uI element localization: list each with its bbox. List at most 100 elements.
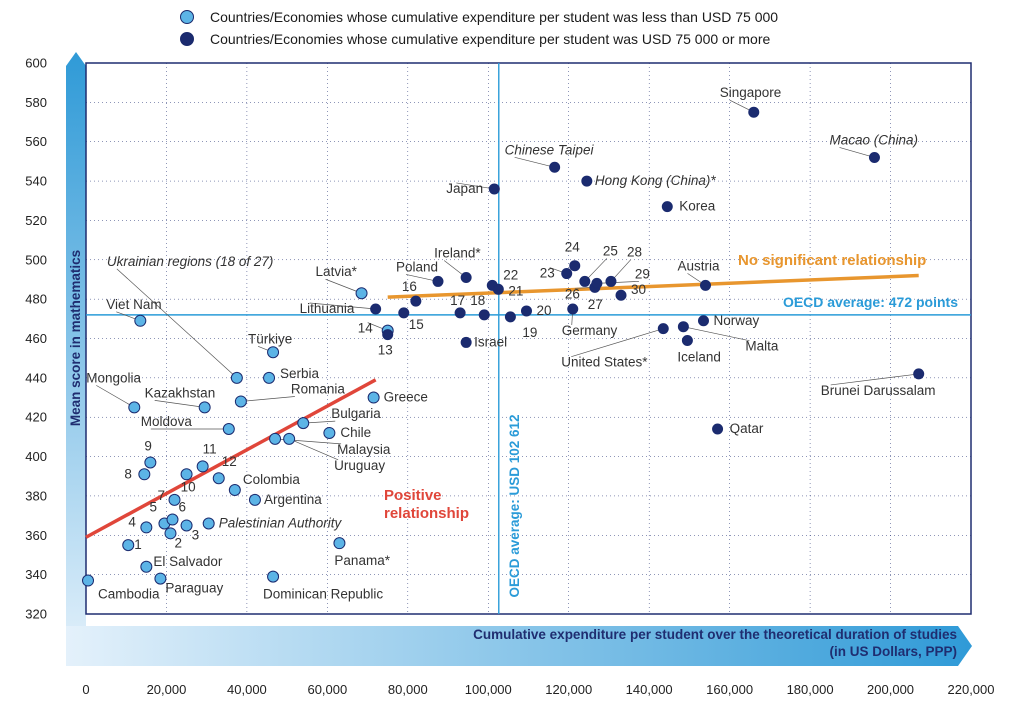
point-1: [122, 539, 135, 552]
label-t-rkiye: Türkiye: [248, 331, 292, 346]
legend-marker-high: [180, 32, 194, 46]
label-dominican-republic: Dominican Republic: [263, 587, 383, 602]
label-24: 24: [565, 240, 581, 255]
y-tick-label-560: 560: [25, 134, 47, 149]
label-panama: Panama*: [334, 553, 390, 568]
point-qatar: [712, 423, 724, 435]
point-paraguay: [154, 572, 167, 585]
x-tick-label-140000: 140,000: [626, 682, 673, 697]
point-palestinian-authority: [202, 517, 215, 530]
point-el-salvador: [140, 560, 153, 573]
label-romania: Romania: [291, 381, 346, 396]
label-latvia: Latvia*: [316, 264, 358, 279]
y-axis-label: Mean score in mathematics: [68, 250, 83, 426]
positive-relationship-label-line1: Positive: [384, 487, 442, 504]
no-relationship-label: No significant relationship: [738, 252, 926, 269]
label-serbia: Serbia: [280, 366, 320, 381]
label-united-states: United States*: [561, 355, 648, 370]
point-kazakhstan: [198, 401, 211, 414]
label-4: 4: [128, 514, 136, 529]
y-tick-label-500: 500: [25, 252, 47, 267]
x-tick-labels: 0 20,000 40,000 60,000 80,000 100,000 120,000 1…: [82, 682, 994, 697]
label-japan: Japan: [446, 181, 483, 196]
positive-relationship-label-line2: relationship: [384, 505, 469, 522]
positive-trend-line: [85, 378, 377, 539]
point-brunei-darussalam: [913, 368, 925, 380]
label-chinese-taipei: Chinese Taipei: [505, 142, 595, 157]
legend-label-high: Countries/Economies whose cumulative exp…: [210, 31, 771, 47]
point-poland: [432, 275, 444, 287]
point-malaysia: [269, 432, 282, 445]
point-latvia: [355, 287, 368, 300]
point-viet-nam: [134, 314, 147, 327]
label-26: 26: [565, 286, 580, 301]
legend-label-low: Countries/Economies whose cumulative exp…: [210, 9, 779, 25]
point-7: [168, 493, 181, 506]
label-21: 21: [508, 283, 523, 298]
label-5: 5: [149, 499, 157, 514]
point-united-states: [657, 323, 669, 335]
point-21: [492, 283, 504, 295]
point-israel: [460, 336, 472, 348]
point-25: [579, 275, 591, 287]
label-lithuania: Lithuania: [300, 301, 355, 316]
x-tick-label-220000: 220,000: [948, 682, 995, 697]
point-30: [615, 289, 627, 301]
label-viet-nam: Viet Nam: [106, 297, 161, 312]
point-11: [196, 460, 209, 473]
point-4: [140, 521, 153, 534]
y-tick-label-540: 540: [25, 174, 47, 189]
label-9: 9: [144, 438, 152, 453]
point-27: [567, 303, 579, 315]
label-17: 17: [450, 293, 465, 308]
leader-united-states: [571, 328, 664, 357]
point-ukrainian-regions-18-of-27: [230, 371, 243, 384]
point-9: [144, 456, 157, 469]
label-11: 11: [203, 441, 217, 456]
x-tick-label-40000: 40,000: [227, 682, 267, 697]
leader-chinese-taipei: [514, 156, 555, 168]
label-25: 25: [603, 243, 618, 258]
point-colombia: [228, 484, 241, 497]
leader-malta: [683, 326, 750, 342]
y-tick-label-380: 380: [25, 488, 47, 503]
x-tick-label-80000: 80,000: [388, 682, 428, 697]
label-poland: Poland: [396, 259, 438, 274]
x-tick-label-160000: 160,000: [706, 682, 753, 697]
point-chile: [323, 426, 336, 439]
x-tick-label-180000: 180,000: [787, 682, 834, 697]
x-tick-label-60000: 60,000: [307, 682, 347, 697]
label-19: 19: [522, 325, 537, 340]
leader-uruguay: [289, 438, 339, 461]
point-hong-kong-china: [581, 175, 593, 187]
label-korea: Korea: [679, 199, 716, 214]
y-tick-label-460: 460: [25, 331, 47, 346]
label-moldova: Moldova: [141, 414, 193, 429]
point-macao-china: [868, 151, 880, 163]
point-29: [591, 277, 603, 289]
y-tick-label-340: 340: [25, 567, 47, 582]
point-17: [454, 307, 466, 319]
x-tick-label-120000: 120,000: [545, 682, 592, 697]
point-bulgaria: [297, 417, 310, 430]
label-greece: Greece: [384, 390, 428, 405]
y-tick-label-580: 580: [25, 95, 47, 110]
point-3: [180, 519, 193, 532]
oecd-average-expenditure-label: OECD average: USD 102 612: [507, 414, 522, 597]
leader-ukrainian-regions-18-of-27: [116, 268, 238, 379]
y-tick-label-600: 600: [25, 56, 47, 71]
legend-item-low: Countries/Economies whose cumulative exp…: [180, 6, 778, 28]
label-brunei-darussalam: Brunei Darussalam: [821, 383, 936, 398]
label-13: 13: [378, 343, 393, 358]
point-argentina: [248, 493, 261, 506]
x-tick-label-0: 0: [82, 682, 89, 697]
point-10: [180, 468, 193, 481]
point-lithuania: [370, 303, 382, 315]
y-tick-label-400: 400: [25, 449, 47, 464]
label-qatar: Qatar: [730, 421, 764, 436]
point-malta: [677, 321, 689, 333]
point-19: [504, 311, 516, 323]
y-axis-band: [66, 52, 86, 666]
label-malta: Malta: [745, 339, 779, 354]
